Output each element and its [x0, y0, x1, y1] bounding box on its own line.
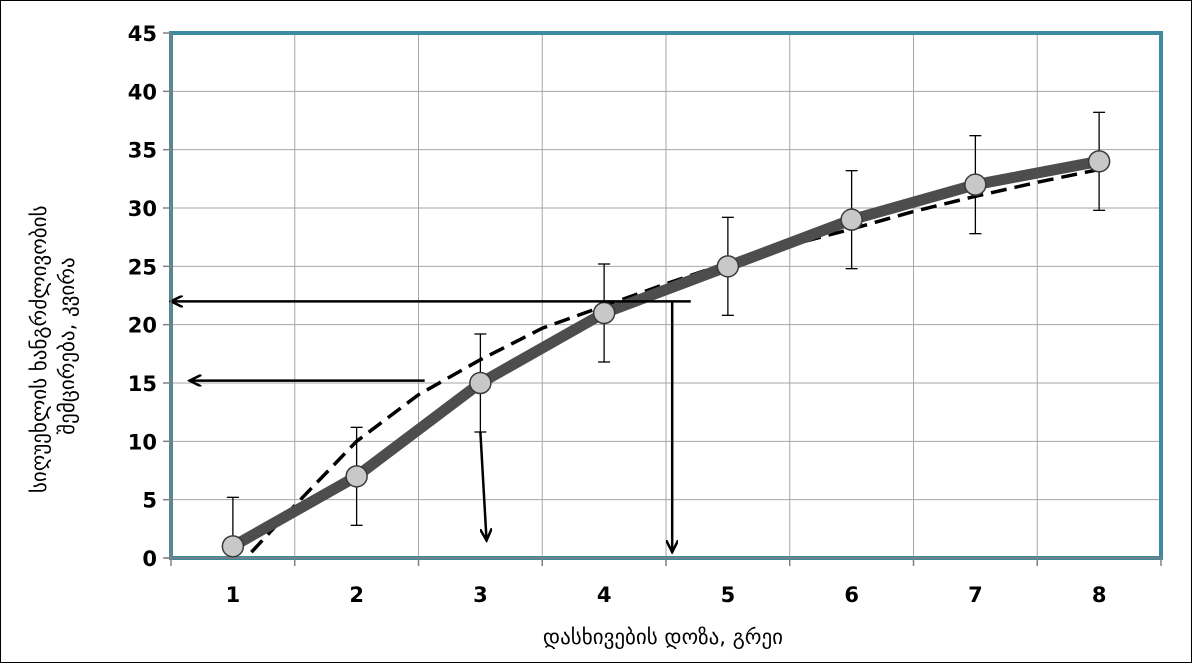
x-tick-label: 6: [844, 583, 859, 607]
x-tick-label: 8: [1092, 583, 1107, 607]
trend-layer: [250, 167, 1100, 554]
y-tick-label: 25: [128, 255, 157, 279]
y-tick-label: 5: [142, 489, 157, 513]
data-point: [1087, 150, 1111, 173]
data-point: [469, 371, 492, 395]
y-tick-label: 10: [128, 430, 157, 454]
data-point: [345, 465, 368, 488]
data-point: [592, 301, 616, 325]
x-tick-label: 2: [349, 583, 364, 607]
y-tick-label: 15: [128, 372, 157, 396]
annotation-layer: [171, 301, 691, 552]
data-point: [840, 208, 863, 231]
x-tick-label: 4: [597, 583, 612, 607]
x-tick-label: 3: [473, 583, 488, 607]
y-tick-label: 30: [128, 197, 157, 221]
data-point: [221, 535, 245, 558]
x-tick-label: 5: [721, 583, 736, 607]
y-axis-title-line-1: სიღუეხლის ხანგრძლივობის: [27, 206, 51, 494]
series-layer: [221, 111, 1111, 558]
y-tick-label: 20: [128, 314, 157, 338]
y-tick-label: 35: [128, 139, 157, 163]
series-line: [227, 155, 1105, 552]
grid-layer: [171, 33, 1161, 558]
data-point: [716, 255, 740, 278]
x-tick-label: 1: [226, 583, 241, 607]
data-point: [964, 173, 987, 196]
annotation-arrow: [479, 431, 486, 541]
y-axis-title-line-2: შემცირება, კვირა: [55, 257, 79, 434]
y-tick-label: 45: [128, 22, 157, 46]
y-tick-label: 40: [128, 80, 157, 104]
y-axis-title: სიღუეხლის ხანგრძლივობის შემცირება, კვირა: [27, 199, 79, 493]
trend-line: [250, 167, 1100, 554]
y-tick-label: 0: [142, 547, 157, 571]
x-axis-title: დასხივების დოზა, გრეი: [543, 625, 783, 649]
x-tick-label: 7: [968, 583, 983, 607]
